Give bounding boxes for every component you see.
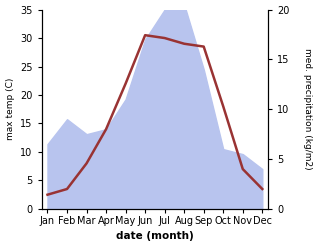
Y-axis label: max temp (C): max temp (C) <box>5 78 15 141</box>
X-axis label: date (month): date (month) <box>116 231 194 242</box>
Y-axis label: med. precipitation (kg/m2): med. precipitation (kg/m2) <box>303 48 313 170</box>
